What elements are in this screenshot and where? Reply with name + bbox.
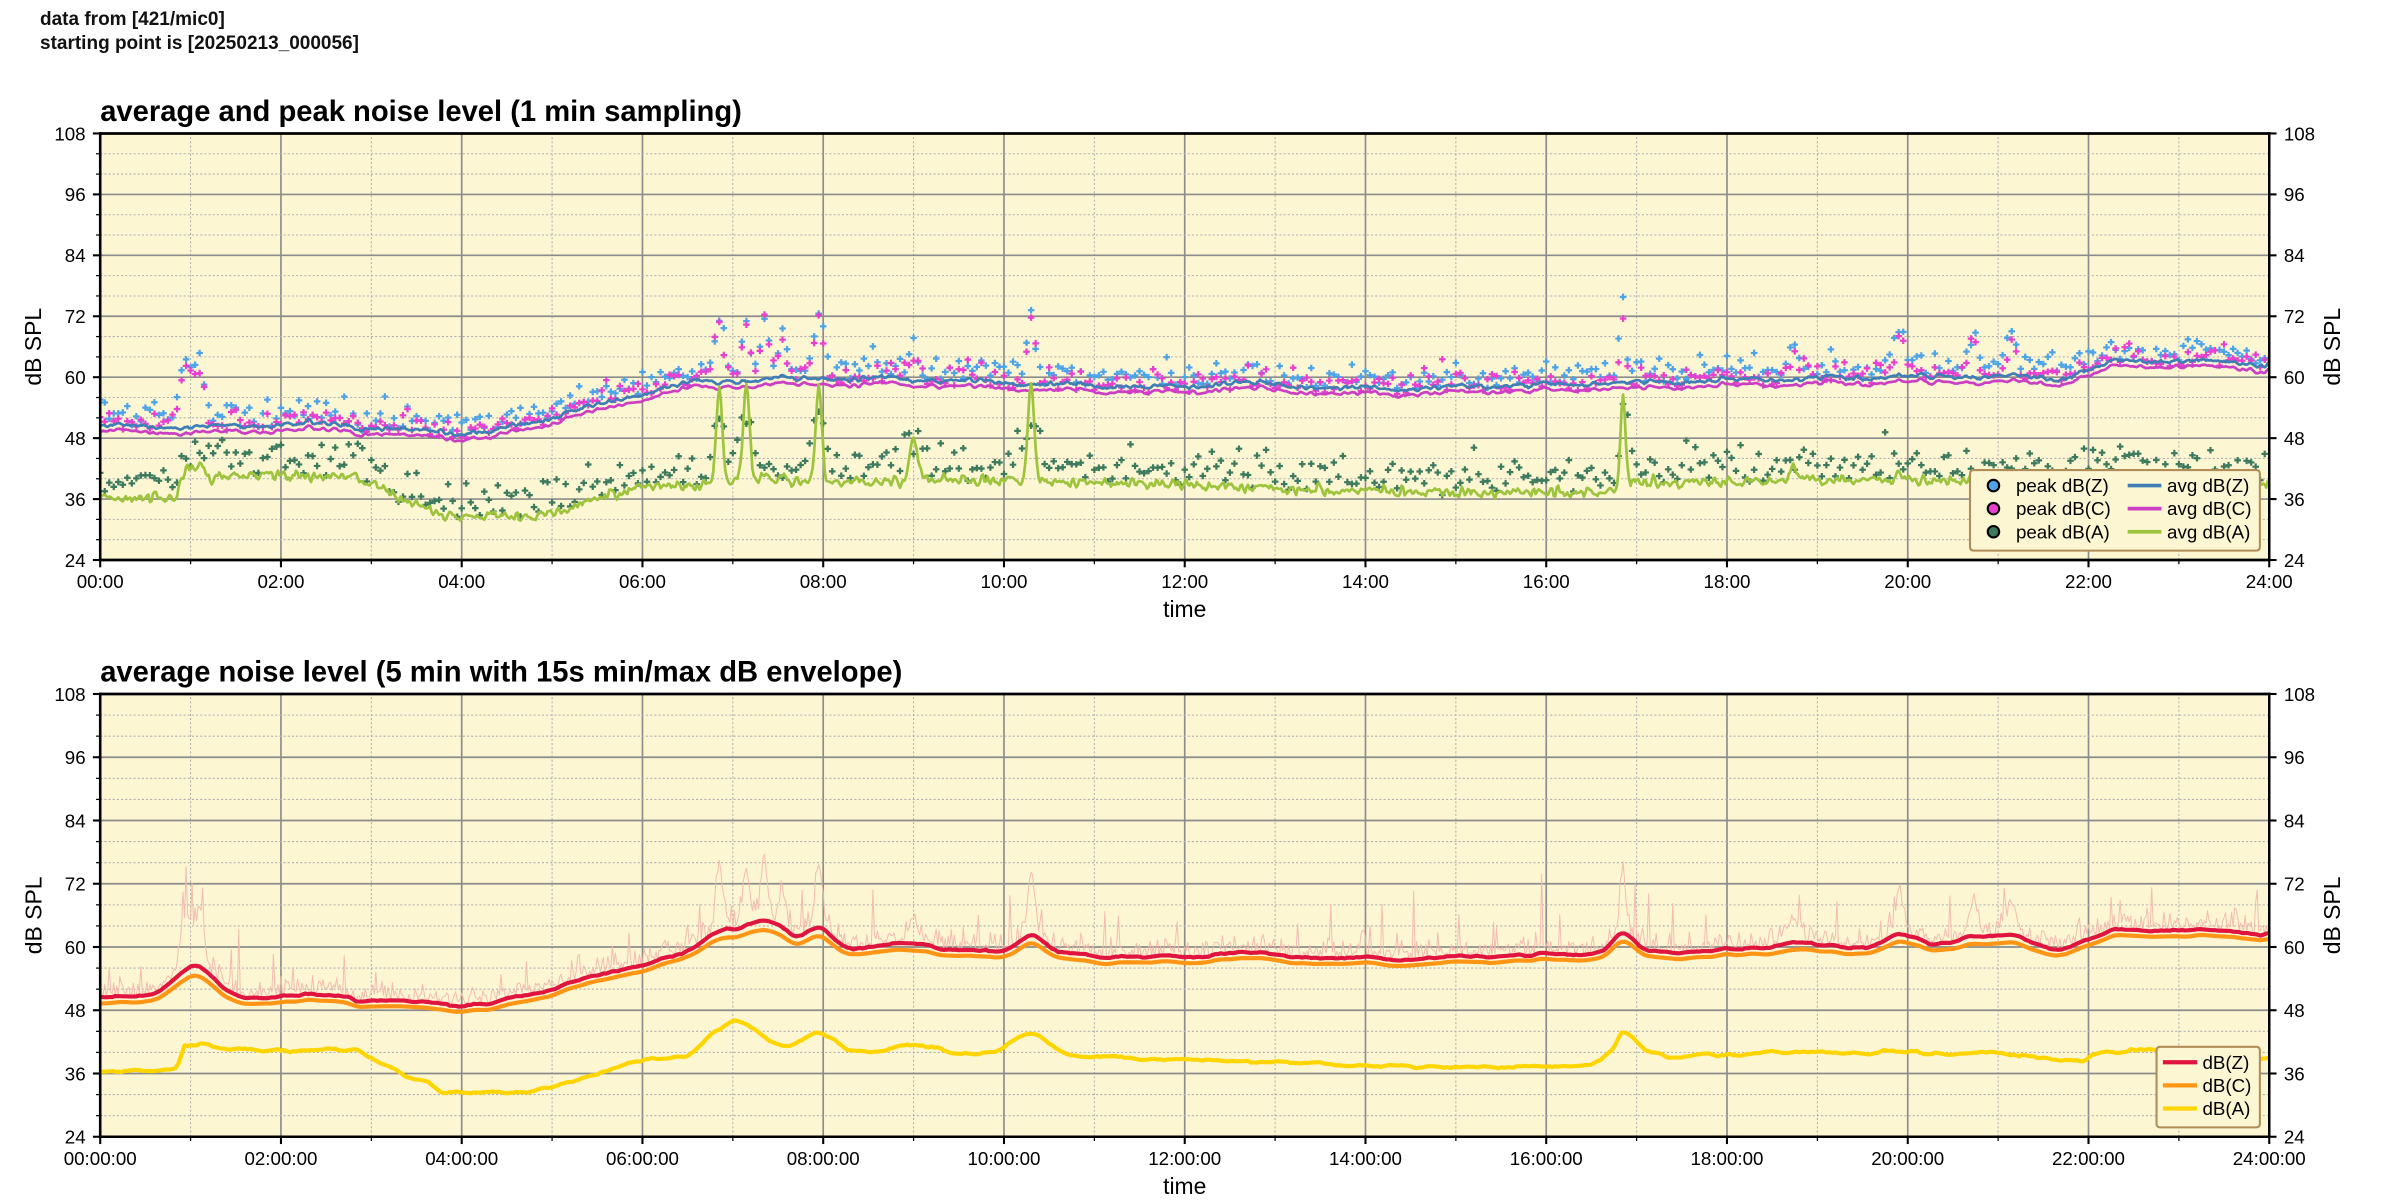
svg-text:02:00:00: 02:00:00 [244,1148,317,1169]
svg-text:24: 24 [2284,550,2305,571]
svg-text:60: 60 [65,937,86,958]
svg-text:108: 108 [54,684,85,705]
svg-text:72: 72 [2284,874,2305,895]
svg-text:36: 36 [2284,489,2305,510]
svg-text:dB(Z): dB(Z) [2202,1052,2249,1073]
svg-text:60: 60 [2284,937,2305,958]
svg-text:48: 48 [65,428,86,449]
svg-text:36: 36 [65,489,86,510]
svg-text:72: 72 [65,306,86,327]
svg-text:96: 96 [2284,184,2305,205]
svg-text:avg dB(C): avg dB(C) [2167,498,2251,519]
svg-text:16:00: 16:00 [1523,571,1570,592]
svg-text:avg dB(Z): avg dB(Z) [2167,475,2249,496]
svg-text:dB(C): dB(C) [2202,1075,2251,1096]
svg-text:48: 48 [2284,1000,2305,1021]
svg-text:dB SPL: dB SPL [25,877,46,955]
svg-text:peak dB(Z): peak dB(Z) [2016,475,2109,496]
svg-text:average noise level (5 min wit: average noise level (5 min with 15s min/… [100,657,902,689]
svg-text:00:00: 00:00 [77,571,124,592]
svg-text:20:00:00: 20:00:00 [1871,1148,1944,1169]
svg-text:72: 72 [65,874,86,895]
svg-text:06:00: 06:00 [619,571,666,592]
svg-text:avg dB(A): avg dB(A) [2167,521,2250,542]
svg-text:108: 108 [2284,123,2315,144]
svg-text:time: time [1163,596,1206,622]
svg-text:dB SPL: dB SPL [2319,877,2345,955]
svg-text:20:00: 20:00 [1884,571,1931,592]
svg-text:dB SPL: dB SPL [2319,308,2345,386]
svg-text:84: 84 [65,245,86,266]
svg-text:14:00:00: 14:00:00 [1329,1148,1402,1169]
svg-text:96: 96 [65,184,86,205]
svg-text:84: 84 [2284,245,2305,266]
svg-text:18:00: 18:00 [1704,571,1751,592]
svg-text:10:00:00: 10:00:00 [967,1148,1040,1169]
svg-text:72: 72 [2284,306,2305,327]
svg-text:14:00: 14:00 [1342,571,1389,592]
svg-text:60: 60 [2284,367,2305,388]
svg-text:24:00: 24:00 [2246,571,2293,592]
svg-text:12:00: 12:00 [1161,571,1208,592]
svg-text:06:00:00: 06:00:00 [606,1148,679,1169]
svg-text:36: 36 [2284,1063,2305,1084]
svg-text:22:00:00: 22:00:00 [2052,1148,2125,1169]
svg-text:84: 84 [65,810,86,831]
svg-text:60: 60 [65,367,86,388]
svg-text:108: 108 [54,123,85,144]
svg-text:84: 84 [2284,810,2305,831]
svg-text:peak dB(C): peak dB(C) [2016,498,2111,519]
svg-text:dB(A): dB(A) [2202,1098,2250,1119]
svg-text:108: 108 [2284,684,2315,705]
svg-text:00:00:00: 00:00:00 [64,1148,137,1169]
svg-text:average and peak noise level (: average and peak noise level (1 min samp… [100,96,742,128]
svg-text:04:00: 04:00 [438,571,485,592]
svg-text:48: 48 [65,1000,86,1021]
svg-text:24: 24 [65,550,86,571]
svg-text:dB SPL: dB SPL [25,308,46,386]
svg-text:48: 48 [2284,428,2305,449]
svg-text:96: 96 [2284,747,2305,768]
svg-text:08:00:00: 08:00:00 [787,1148,860,1169]
svg-text:04:00:00: 04:00:00 [425,1148,498,1169]
svg-text:time: time [1163,1173,1206,1199]
svg-text:16:00:00: 16:00:00 [1510,1148,1583,1169]
svg-text:10:00: 10:00 [981,571,1028,592]
svg-text:peak dB(A): peak dB(A) [2016,521,2110,542]
svg-text:36: 36 [65,1063,86,1084]
svg-text:96: 96 [65,747,86,768]
svg-text:24: 24 [2284,1127,2305,1148]
svg-text:02:00: 02:00 [257,571,304,592]
svg-text:24: 24 [65,1127,86,1148]
svg-text:22:00: 22:00 [2065,571,2112,592]
svg-text:12:00:00: 12:00:00 [1148,1148,1221,1169]
svg-text:08:00: 08:00 [800,571,847,592]
svg-text:18:00:00: 18:00:00 [1690,1148,1763,1169]
svg-text:24:00:00: 24:00:00 [2233,1148,2306,1169]
